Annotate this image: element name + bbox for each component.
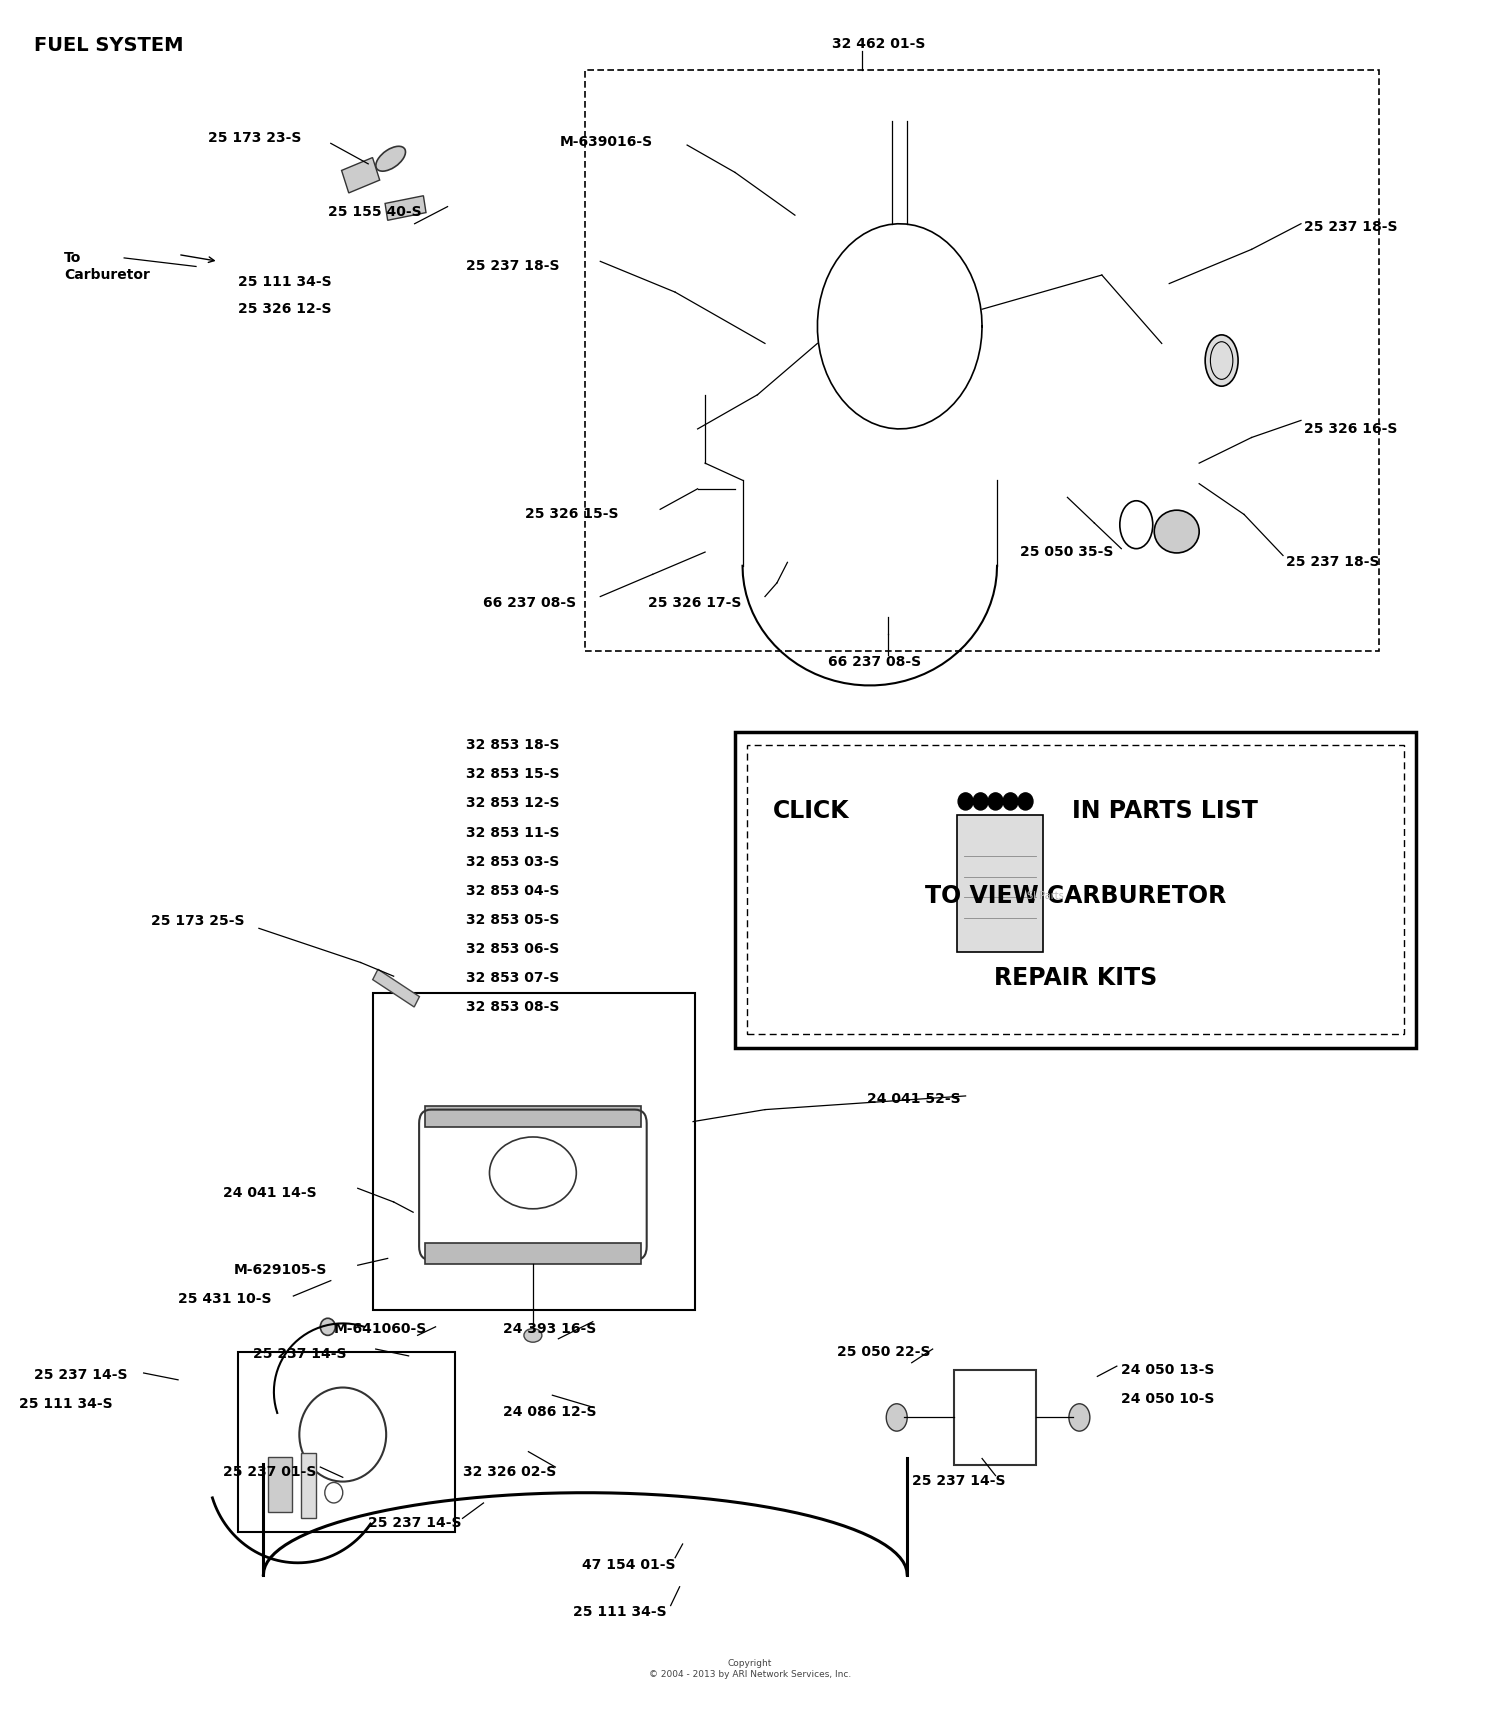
Bar (424, 1107, 640, 1127)
Ellipse shape (376, 146, 405, 171)
Text: CLICK: CLICK (772, 798, 849, 822)
Bar (302, 1453, 316, 1518)
Text: 32 853 05-S: 32 853 05-S (465, 913, 560, 927)
Text: 32 326 02-S: 32 326 02-S (462, 1465, 556, 1480)
Text: 25 326 17-S: 25 326 17-S (648, 596, 741, 610)
Text: 25 155 40-S: 25 155 40-S (328, 206, 422, 219)
Text: 25 237 14-S: 25 237 14-S (368, 1516, 462, 1530)
Text: 24 041 14-S: 24 041 14-S (224, 1187, 316, 1201)
Bar (735, 731, 1416, 1048)
Text: 25 050 35-S: 25 050 35-S (1020, 545, 1113, 558)
Text: 32 853 06-S: 32 853 06-S (465, 942, 560, 956)
Bar (585, 70, 1378, 651)
Bar (424, 1244, 640, 1264)
Text: M-641060-S: M-641060-S (334, 1321, 427, 1336)
Bar (268, 1456, 292, 1511)
Text: 32 853 04-S: 32 853 04-S (465, 884, 560, 898)
Text: 32 853 15-S: 32 853 15-S (465, 767, 560, 781)
Bar (954, 1370, 1036, 1465)
Text: 25 237 01-S: 25 237 01-S (224, 1465, 316, 1480)
Ellipse shape (524, 1329, 542, 1343)
Text: REPAIR KITS: REPAIR KITS (994, 966, 1158, 990)
Text: 47 154 01-S: 47 154 01-S (582, 1557, 676, 1571)
Ellipse shape (1204, 334, 1237, 385)
Text: 32 853 03-S: 32 853 03-S (465, 855, 560, 868)
Text: 32 853 07-S: 32 853 07-S (465, 971, 560, 985)
Text: Copyright
© 2004 - 2013 by ARI Network Services, Inc.: Copyright © 2004 - 2013 by ARI Network S… (650, 1660, 850, 1679)
Text: 32 462 01-S: 32 462 01-S (833, 38, 926, 51)
Circle shape (1004, 793, 1019, 810)
Text: 25 173 25-S: 25 173 25-S (152, 915, 244, 928)
Text: 25 326 16-S: 25 326 16-S (1304, 421, 1398, 435)
Text: 25 326 15-S: 25 326 15-S (525, 507, 620, 521)
Text: 25 326 12-S: 25 326 12-S (238, 301, 332, 317)
Ellipse shape (886, 1403, 908, 1430)
Text: 25 237 18-S: 25 237 18-S (1286, 555, 1380, 569)
Text: SI Parts: SI Parts (1028, 891, 1063, 901)
Circle shape (974, 793, 988, 810)
Text: 24 041 52-S: 24 041 52-S (867, 1093, 960, 1107)
Text: 66 237 08-S: 66 237 08-S (828, 654, 921, 668)
Text: 25 237 14-S: 25 237 14-S (34, 1367, 128, 1382)
Text: FUEL SYSTEM: FUEL SYSTEM (34, 36, 184, 55)
Text: 25 111 34-S: 25 111 34-S (20, 1396, 112, 1412)
Text: M-639016-S: M-639016-S (560, 135, 652, 149)
Bar (372, 970, 420, 1007)
Bar (342, 158, 380, 194)
Text: 32 853 18-S: 32 853 18-S (465, 738, 560, 752)
Text: 25 111 34-S: 25 111 34-S (238, 274, 332, 289)
Text: 25 237 18-S: 25 237 18-S (465, 259, 560, 274)
Text: 25 237 18-S: 25 237 18-S (1304, 221, 1398, 235)
Bar (747, 745, 1404, 1035)
Circle shape (988, 793, 1004, 810)
Text: 25 237 14-S: 25 237 14-S (912, 1473, 1005, 1487)
Text: 24 050 13-S: 24 050 13-S (1122, 1362, 1215, 1377)
Text: M-629105-S: M-629105-S (234, 1264, 327, 1278)
Text: 66 237 08-S: 66 237 08-S (483, 596, 576, 610)
Ellipse shape (321, 1319, 336, 1336)
Text: 24 050 10-S: 24 050 10-S (1122, 1391, 1215, 1406)
Text: 25 173 23-S: 25 173 23-S (209, 132, 302, 146)
Bar (238, 1353, 454, 1531)
Text: IN PARTS LIST: IN PARTS LIST (1072, 798, 1258, 822)
Circle shape (1019, 793, 1034, 810)
Text: 24 393 16-S: 24 393 16-S (503, 1321, 596, 1336)
Text: 25 050 22-S: 25 050 22-S (837, 1345, 930, 1360)
Bar (957, 815, 1044, 952)
Circle shape (958, 793, 974, 810)
Ellipse shape (1070, 1403, 1090, 1430)
Text: 25 431 10-S: 25 431 10-S (178, 1292, 272, 1307)
Ellipse shape (1155, 510, 1198, 553)
Text: 24 086 12-S: 24 086 12-S (503, 1405, 597, 1420)
Text: To
Carburetor: To Carburetor (64, 252, 150, 281)
Text: 32 853 11-S: 32 853 11-S (465, 826, 560, 839)
Text: TO VIEW CARBURETOR: TO VIEW CARBURETOR (926, 884, 1227, 908)
Text: 32 853 12-S: 32 853 12-S (465, 797, 560, 810)
Text: 25 237 14-S: 25 237 14-S (254, 1346, 346, 1362)
Text: 32 853 08-S: 32 853 08-S (465, 1000, 560, 1014)
Text: 25 111 34-S: 25 111 34-S (573, 1605, 668, 1619)
Bar (372, 994, 694, 1310)
Bar (386, 195, 426, 221)
